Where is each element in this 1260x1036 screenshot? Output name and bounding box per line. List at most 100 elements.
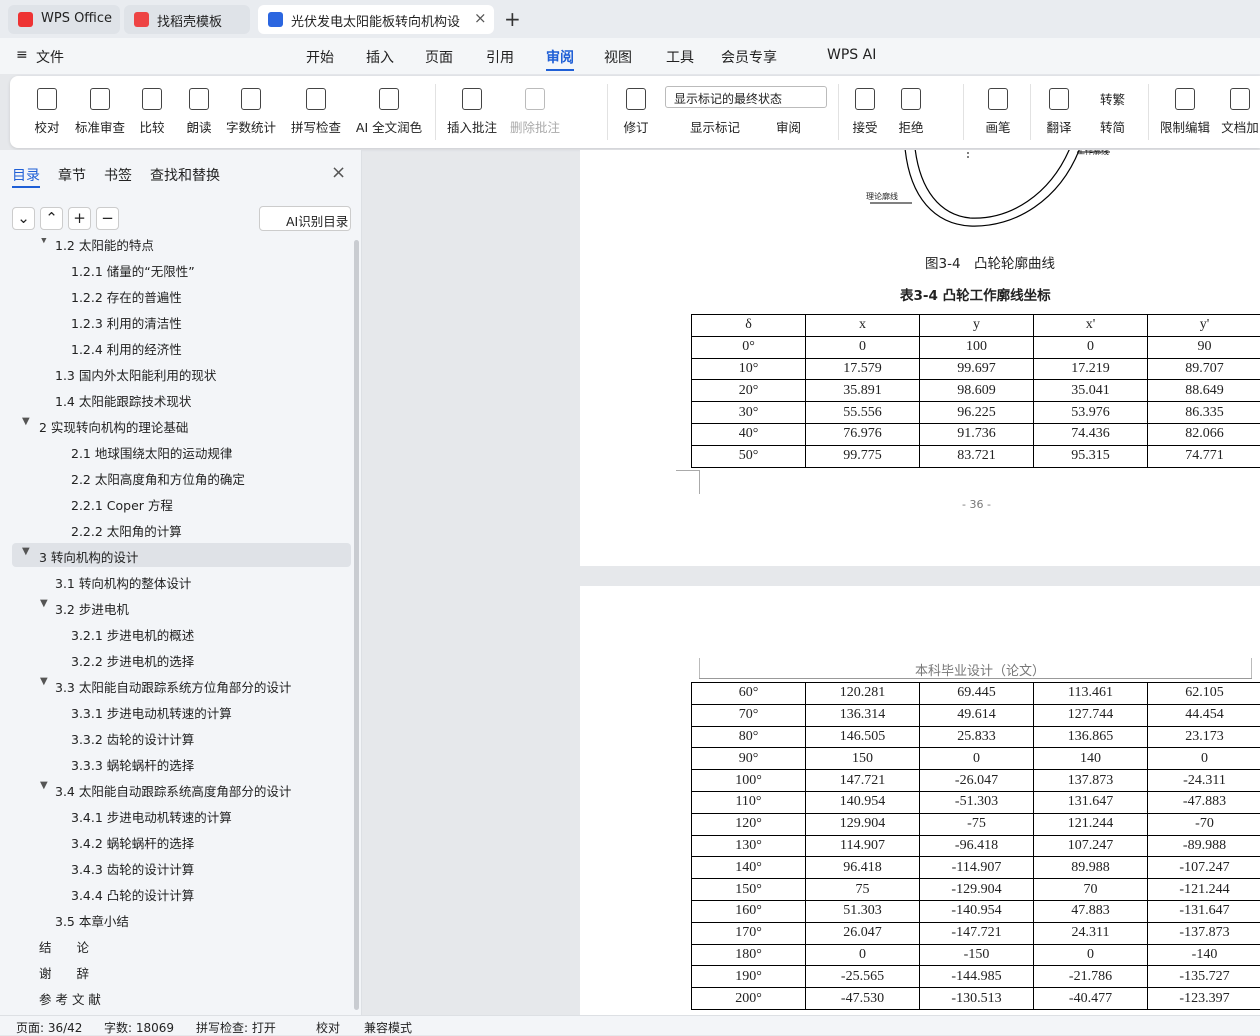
toc-item[interactable]: 1.3 国内外太阳能利用的现状 xyxy=(55,365,216,384)
table-cell: 110° xyxy=(692,791,806,813)
ribbon-button[interactable]: 修订 xyxy=(623,117,648,136)
toc-item[interactable]: 2.2.1 Coper 方程 xyxy=(71,495,173,514)
menu-item[interactable]: 工具 xyxy=(666,47,694,67)
toc-item[interactable]: 3.3.3 蜗轮蜗杆的选择 xyxy=(71,755,194,774)
toc-item[interactable]: 1.2.2 存在的普遍性 xyxy=(71,287,182,306)
tab[interactable]: 找稻壳模板 xyxy=(124,5,250,34)
toc-item[interactable]: 1.2.1 储量的“无限性” xyxy=(71,261,195,280)
ribbon-button[interactable]: 转简 xyxy=(1100,117,1125,136)
toc-item[interactable]: 3.3 太阳能自动跟踪系统方位角部分的设计 xyxy=(55,677,291,696)
toc-item[interactable]: 3.3.2 齿轮的设计计算 xyxy=(71,729,194,748)
ribbon-button[interactable]: 朗读 xyxy=(186,117,211,136)
toc-item[interactable]: 2.2.2 太阳角的计算 xyxy=(71,521,182,540)
ribbon-button[interactable]: AI 全文润色 xyxy=(356,117,422,136)
ribbon-button[interactable]: 限制编辑 xyxy=(1160,117,1210,136)
ribbon-button[interactable]: 审阅 xyxy=(776,117,801,136)
ribbon-button[interactable]: 转繁 xyxy=(1100,89,1125,108)
ribbon-button[interactable]: 拒绝 xyxy=(898,117,923,136)
table-cell: -140.954 xyxy=(920,900,1034,922)
menu-item[interactable]: 开始 xyxy=(306,47,334,67)
toc-item[interactable]: 3.4.3 齿轮的设计计算 xyxy=(71,859,194,878)
table-cell: 75 xyxy=(806,879,920,901)
toc-item[interactable]: 3 转向机构的设计 xyxy=(39,547,138,566)
ribbon-button[interactable]: 接受 xyxy=(852,117,877,136)
table-row: 190°-25.565-144.985-21.786-135.727 xyxy=(692,966,1260,988)
toc-item[interactable]: 3.2 步进电机 xyxy=(55,599,129,618)
toc-item[interactable]: 3.5 本章小结 xyxy=(55,911,129,930)
new-tab[interactable]: + xyxy=(504,7,521,31)
ribbon-button[interactable]: 文档加 xyxy=(1221,117,1259,136)
toc-item[interactable]: 3.4 太阳能自动跟踪系统高度角部分的设计 xyxy=(55,781,291,800)
toc-expander[interactable]: ▼ xyxy=(22,416,30,427)
table-cell: 170° xyxy=(692,922,806,944)
ribbon-button[interactable]: 比较 xyxy=(139,117,164,136)
ribbon-button[interactable]: 显示标记 xyxy=(690,117,740,136)
toc-expander[interactable]: ▼ xyxy=(22,546,30,557)
toc-expander[interactable]: ▼ xyxy=(40,238,48,245)
toc-item[interactable]: 1.2.4 利用的经济性 xyxy=(71,339,182,358)
toc-expander[interactable]: ▼ xyxy=(40,780,48,791)
status-item[interactable]: 校对 xyxy=(316,1019,340,1036)
dropdown[interactable]: 显示标记的最终状态 xyxy=(665,86,827,108)
table-cell: 20° xyxy=(692,380,806,402)
menu-item[interactable]: 审阅 xyxy=(546,47,574,67)
table-cell: 51.303 xyxy=(806,900,920,922)
ribbon-button[interactable]: 画笔 xyxy=(985,117,1010,136)
ribbon-button[interactable]: 标准审查 xyxy=(75,117,125,136)
tab[interactable]: 光伏发电太阳能板转向机构设× xyxy=(258,5,494,34)
toc-item[interactable]: 3.2.1 步进电机的概述 xyxy=(71,625,194,644)
toc-item[interactable]: 1.2 太阳能的特点 xyxy=(55,238,154,254)
menu-item[interactable]: 会员专享 xyxy=(721,47,777,67)
toc-item[interactable]: 3.3.1 步进电动机转速的计算 xyxy=(71,703,232,722)
toc-item[interactable]: 2 实现转向机构的理论基础 xyxy=(39,417,188,436)
toc-item[interactable]: 2.1 地球围绕太阳的运动规律 xyxy=(71,443,232,462)
toc-expander[interactable]: ▼ xyxy=(40,676,48,687)
sidebar-tab[interactable]: 目录 xyxy=(12,165,40,185)
toc-tool[interactable]: + xyxy=(68,207,91,230)
ribbon-button[interactable]: 校对 xyxy=(34,117,59,136)
menu-item[interactable]: 引用 xyxy=(486,47,514,67)
toc-item[interactable]: 3.4.2 蜗轮蜗杆的选择 xyxy=(71,833,194,852)
sidebar-tab[interactable]: 查找和替换 xyxy=(150,165,220,185)
toc-item[interactable]: 3.1 转向机构的整体设计 xyxy=(55,573,191,592)
sidebar-tab[interactable]: 书签 xyxy=(104,165,132,185)
table-cell: 90° xyxy=(692,748,806,770)
ribbon-button[interactable]: 删除批注 xyxy=(510,117,560,136)
ribbon-button[interactable]: 拼写检查 xyxy=(291,117,341,136)
toc-expander[interactable]: ▼ xyxy=(40,598,48,609)
status-item[interactable]: 拼写检查: 打开 xyxy=(196,1019,276,1036)
tab[interactable]: WPS Office xyxy=(8,5,120,34)
toc-tool[interactable]: − xyxy=(96,207,119,230)
menu-item[interactable]: WPS AI xyxy=(827,47,876,63)
status-item[interactable]: 兼容模式 xyxy=(364,1019,412,1036)
table-cell: 140° xyxy=(692,857,806,879)
toc-item[interactable]: 3.2.2 步进电机的选择 xyxy=(71,651,194,670)
toc-item[interactable]: 1.2.3 利用的清洁性 xyxy=(71,313,182,332)
ribbon-button[interactable]: 翻译 xyxy=(1046,117,1071,136)
toc-item[interactable]: 3.4.4 凸轮的设计计算 xyxy=(71,885,194,904)
ribbon-button[interactable]: 字数统计 xyxy=(226,117,276,136)
sidebar: 目录章节书签查找和替换 × ⌄⌃+− AI识别目录 ▼ 1.2 太阳能的特点 1.2.1 储… xyxy=(0,150,362,1015)
menu-item[interactable]: 视图 xyxy=(604,47,632,67)
ai-toc-button[interactable]: AI识别目录 xyxy=(259,206,351,231)
menu-item[interactable]: 文件 xyxy=(36,47,64,67)
toc-item[interactable]: 3.4.1 步进电动机转速的计算 xyxy=(71,807,232,826)
toc-item[interactable]: 2.2 太阳高度角和方位角的确定 xyxy=(71,469,245,488)
close-sidebar[interactable]: × xyxy=(331,162,346,183)
menu-item[interactable]: 页面 xyxy=(425,47,453,67)
toc-item[interactable]: 结 论 xyxy=(39,937,89,956)
sidebar-tab[interactable]: 章节 xyxy=(58,165,86,185)
table-cell: 49.614 xyxy=(920,704,1034,726)
table-cell: -129.904 xyxy=(920,879,1034,901)
toc-item[interactable]: 1.4 太阳能跟踪技术现状 xyxy=(55,391,191,410)
ribbon-button[interactable]: 插入批注 xyxy=(447,117,497,136)
close-tab[interactable]: × xyxy=(474,9,487,27)
table-cell: -114.907 xyxy=(920,857,1034,879)
table-cell: -144.985 xyxy=(920,966,1034,988)
toc-tool[interactable]: ⌄ xyxy=(12,207,35,230)
menu-item[interactable]: 插入 xyxy=(366,47,394,67)
toc-item[interactable]: 谢 辞 xyxy=(39,963,89,982)
toc-item[interactable]: 参 考 文 献 xyxy=(39,989,101,1008)
toc-tool[interactable]: ⌃ xyxy=(40,207,63,230)
